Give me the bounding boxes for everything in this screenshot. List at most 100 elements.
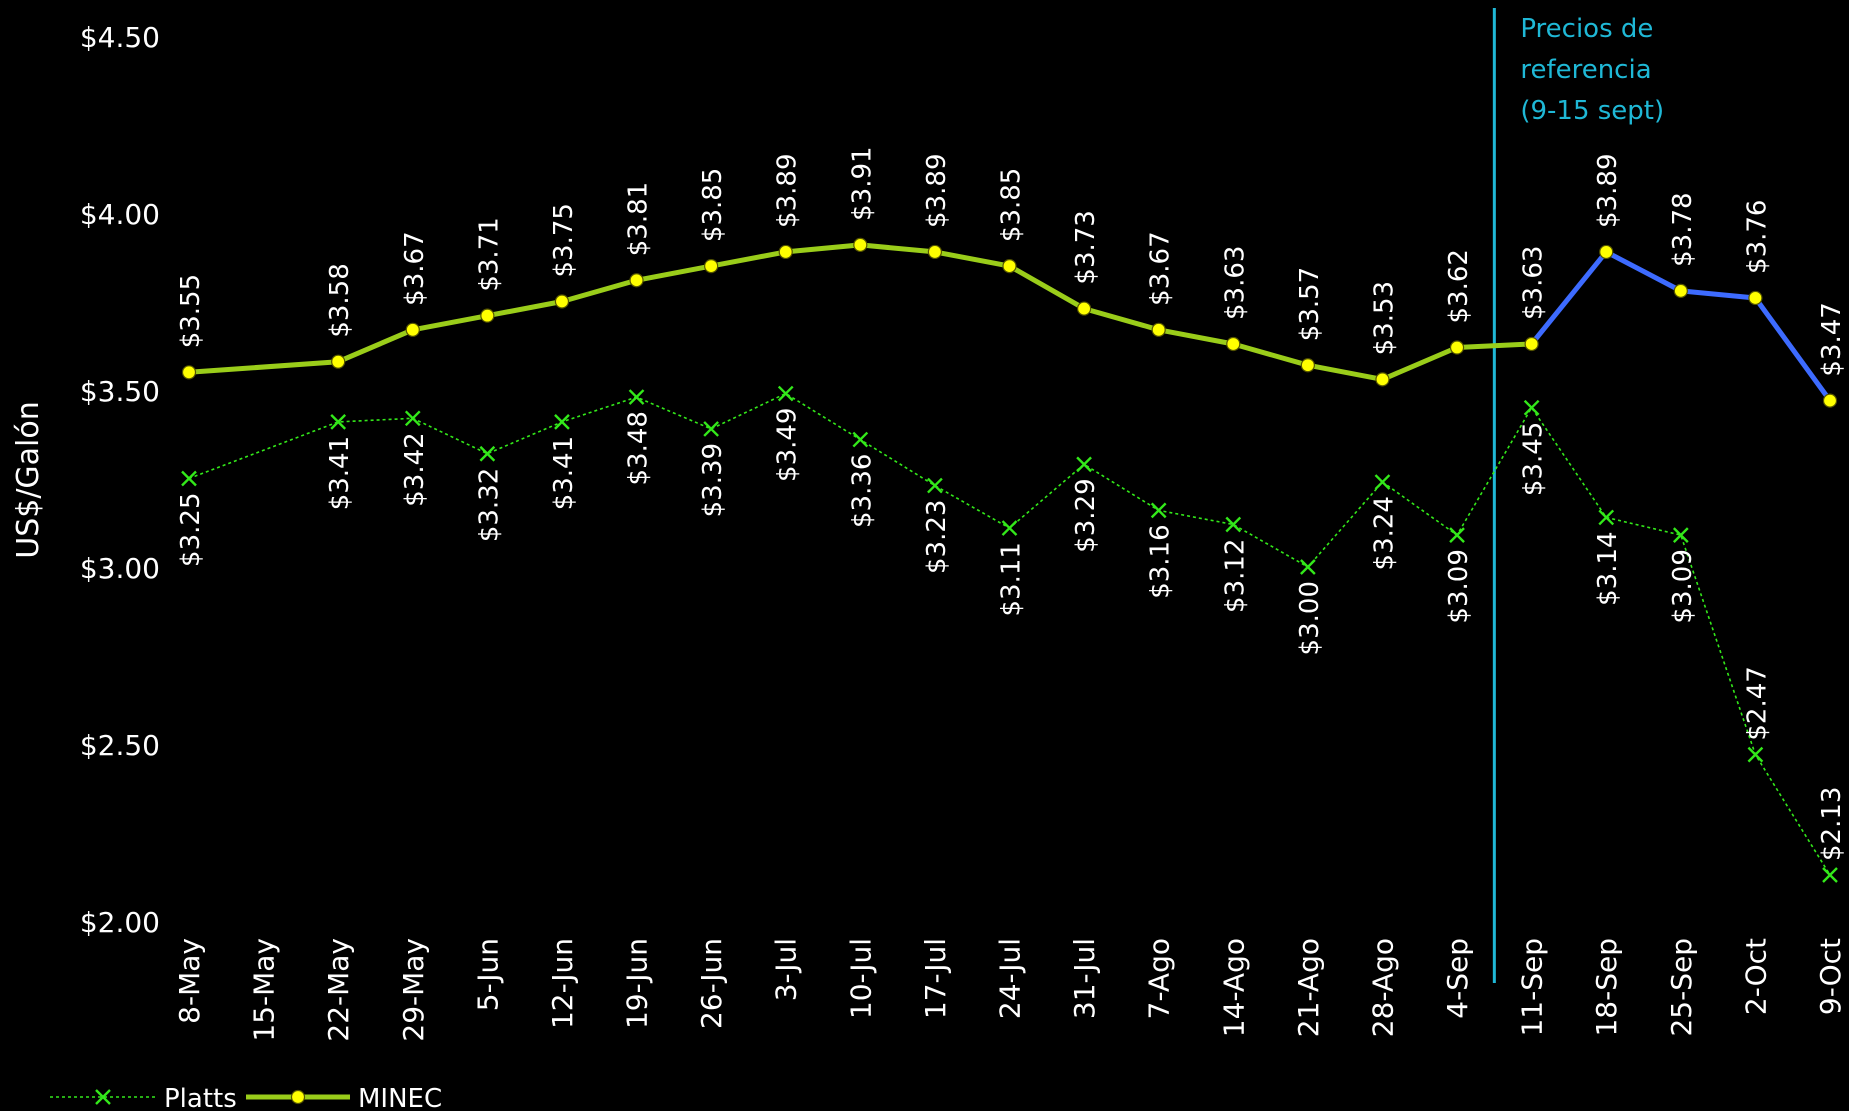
platts-data-label: $3.39 — [698, 443, 728, 517]
platts-marker — [628, 389, 645, 405]
minec-marker — [704, 259, 719, 274]
platts-data-label: $3.36 — [847, 454, 877, 528]
platts-marker — [1076, 456, 1092, 473]
platts-data-label: $3.29 — [1071, 478, 1101, 552]
platts-data-label: $3.16 — [1146, 524, 1176, 598]
x-tick-label: 19-Jun — [621, 938, 654, 1029]
minec-marker — [1002, 259, 1017, 274]
y-tick-label: $4.50 — [80, 21, 160, 54]
minec-data-label: $3.63 — [1220, 246, 1250, 320]
platts-marker — [1150, 502, 1167, 519]
y-axis-label: US$/Galón — [11, 401, 46, 559]
platts-marker — [1747, 746, 1764, 763]
legend-platts-marker — [95, 1089, 111, 1105]
x-axis-ticks: 8-May 15-May 22-May 29-May 5-Jun 12-Jun 19-Jun… — [173, 938, 1847, 1042]
x-tick-label: 12-Jun — [546, 938, 579, 1029]
platts-marker — [1598, 509, 1615, 526]
minec-marker — [1151, 322, 1166, 337]
minec-marker — [1748, 290, 1763, 306]
y-tick-label: $2.50 — [80, 729, 160, 762]
minec-marker — [331, 354, 346, 369]
x-tick-label: 25-Sep — [1665, 938, 1698, 1037]
platts-line — [188, 392, 1831, 876]
platts-data-label: $3.42 — [400, 432, 430, 506]
x-tick-label: 14-Ago — [1217, 938, 1250, 1037]
reference-line: Precios de referencia (9-15 sept) — [1492, 8, 1664, 983]
minec-marker — [629, 273, 644, 288]
minec-data-label: $3.89 — [773, 154, 803, 228]
reference-line-label: (9-15 sept) — [1520, 96, 1664, 126]
y-axis-ticks: $2.00 $2.50 $3.00 $3.50 $4.00 $4.50 — [80, 21, 160, 939]
minec-data-label: $3.78 — [1668, 192, 1698, 266]
x-tick-label: 8-May — [173, 938, 206, 1024]
legend: Platts MINEC — [50, 1084, 442, 1111]
x-tick-label: 4-Sep — [1441, 938, 1474, 1019]
x-tick-label: 2-Oct — [1739, 938, 1772, 1015]
x-tick-label: 3-Jul — [770, 938, 803, 1001]
platts-data-label: $3.11 — [997, 542, 1027, 616]
minec-data-label: $3.47 — [1817, 302, 1847, 376]
minec-data-label: $3.76 — [1742, 200, 1772, 274]
x-tick-label: 24-Jul — [994, 938, 1027, 1019]
minec-data-label: $3.91 — [847, 146, 877, 220]
data-labels: $3.25 $3.41 $3.42 $3.32 $3.41 $3.48 $3.39 $3.49… — [176, 146, 1847, 861]
platts-marker — [181, 470, 197, 487]
platts-marker — [554, 414, 570, 430]
minec-data-label: $3.62 — [1444, 249, 1474, 323]
minec-marker — [554, 294, 570, 309]
platts-marker — [777, 385, 794, 402]
platts-marker — [1300, 559, 1316, 575]
y-tick-label: $4.00 — [80, 198, 160, 231]
minec-data-label: $3.63 — [1519, 246, 1549, 320]
platts-data-label: $3.24 — [1369, 496, 1399, 570]
platts-data-label: $2.13 — [1817, 787, 1847, 861]
y-tick-label: $3.50 — [80, 375, 160, 408]
minec-data-label: $3.55 — [176, 274, 206, 348]
platts-data-label: $3.25 — [176, 493, 206, 567]
x-tick-label: 26-Jun — [695, 938, 728, 1029]
platts-data-label: $3.12 — [1220, 539, 1250, 613]
platts-marker — [330, 414, 347, 430]
minec-data-label: $3.81 — [624, 182, 654, 256]
platts-marker — [1523, 399, 1540, 416]
minec-marker — [1822, 393, 1838, 408]
minec-marker — [778, 244, 793, 260]
platts-marker — [404, 410, 421, 427]
minec-marker — [1300, 358, 1315, 373]
minec-data-label: $3.58 — [325, 263, 355, 337]
platts-data-label: $3.09 — [1668, 549, 1698, 623]
x-tick-label: 28-Ago — [1366, 938, 1399, 1037]
platts-marker — [1822, 867, 1838, 883]
platts-data-label: $3.41 — [325, 436, 355, 510]
legend-minec-marker — [290, 1089, 306, 1105]
minec-marker — [1599, 244, 1614, 260]
platts-data-label: $3.41 — [549, 436, 579, 510]
minec-line — [188, 242, 1532, 382]
minec-marker — [1375, 372, 1390, 387]
minec-marker — [1076, 301, 1092, 316]
minec-data-label: $3.89 — [1593, 154, 1623, 228]
minec-marker — [405, 322, 420, 337]
reference-line-label: referencia — [1520, 55, 1651, 85]
platts-data-label: $3.14 — [1593, 531, 1623, 605]
platts-marker — [703, 421, 719, 437]
series-markers — [181, 237, 1838, 883]
minec-data-label: $3.89 — [922, 154, 952, 228]
platts-data-label: $2.47 — [1742, 666, 1772, 740]
x-tick-label: 31-Jul — [1068, 938, 1101, 1019]
x-tick-label: 15-May — [248, 938, 281, 1042]
x-tick-label: 9-Oct — [1814, 938, 1847, 1015]
platts-data-label: $3.09 — [1444, 549, 1474, 623]
minec-marker — [853, 237, 868, 252]
platts-marker — [1374, 474, 1391, 490]
minec-marker — [1524, 336, 1539, 352]
x-tick-label: 7-Ago — [1143, 938, 1176, 1019]
minec-marker — [927, 244, 943, 260]
minec-marker — [1226, 336, 1241, 352]
x-tick-label: 10-Jul — [844, 938, 877, 1019]
minec-marker — [480, 308, 495, 323]
y-tick-label: $2.00 — [80, 906, 160, 939]
platts-data-label: $3.48 — [624, 411, 654, 485]
minec-data-label: $3.85 — [698, 168, 728, 242]
